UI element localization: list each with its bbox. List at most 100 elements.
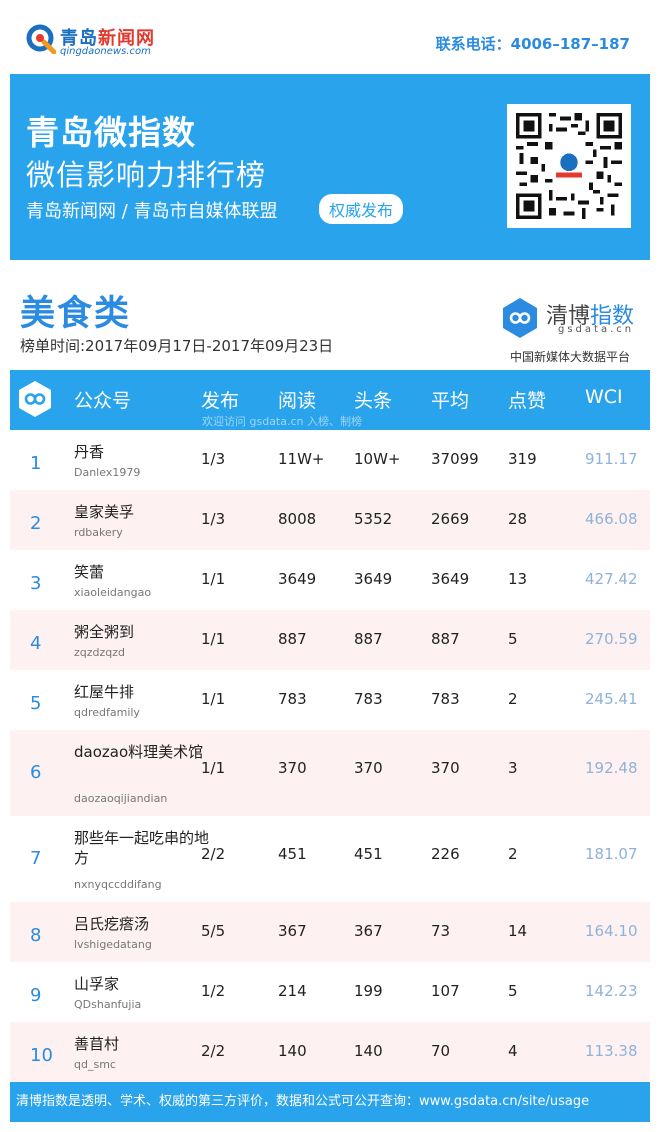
site-logo[interactable]: 青岛新闻网 qingdaonews.com [26, 22, 176, 62]
row-rank: 7 [30, 848, 42, 869]
row-account-name: 善苜村 [74, 1035, 120, 1053]
gsdata-brand[interactable]: 清博指数 gsdata.cn 中国新媒体大数据平台 [500, 296, 650, 366]
table-row[interactable]: 2 皇家美孚 rdbakery 1/3 8008 5352 2669 28 46… [10, 490, 650, 550]
row-likes: 5 [508, 982, 518, 1000]
table-row[interactable]: 1 丹香 Danlex1979 1/3 11W+ 10W+ 37099 319 … [10, 430, 650, 490]
row-account-id: rdbakery [74, 526, 123, 539]
row-publish: 2/2 [201, 845, 226, 863]
table-row[interactable]: 5 红屋牛排 qdredfamily 1/1 783 783 783 2 245… [10, 670, 650, 730]
row-top: 367 [354, 922, 383, 940]
logo-title: 青岛新闻网 [60, 28, 155, 49]
row-account-id: daozaoqijiandian [74, 792, 168, 805]
col-header-read: 阅读 [278, 390, 317, 412]
brand-domain: gsdata.cn [558, 324, 635, 335]
row-rank: 6 [30, 762, 42, 783]
table-row[interactable]: 8 吕氏疙瘩汤 lvshigedatang 5/5 367 367 73 14 … [10, 902, 650, 962]
brand-slogan: 中国新媒体大数据平台 [510, 350, 631, 364]
row-account-name: 丹香 [74, 443, 105, 461]
row-publish: 1/1 [201, 759, 226, 777]
row-top: 10W+ [354, 450, 401, 468]
col-header-top: 头条 [354, 390, 393, 412]
row-account-id: Danlex1979 [74, 466, 141, 479]
row-wci: 427.42 [585, 570, 638, 588]
top-bar: 青岛新闻网 qingdaonews.com 联系电话：4006–187–187 [0, 0, 660, 72]
brand-name: 清博指数 [546, 304, 635, 329]
row-likes: 319 [508, 450, 537, 468]
row-account-id: qdredfamily [74, 706, 140, 719]
row-wci: 270.59 [585, 630, 638, 648]
table-row[interactable]: 4 粥全粥到 zqzdzqzd 1/1 887 887 887 5 270.59 [10, 610, 650, 670]
table-header: 公众号 发布 阅读 头条 平均 点赞 WCI 欢迎访问 gsdata.cn 入榜… [10, 370, 650, 430]
row-wci: 181.07 [585, 845, 638, 863]
row-account-id: xiaoleidangao [74, 586, 152, 599]
row-top: 5352 [354, 510, 393, 528]
row-avg: 37099 [431, 450, 479, 468]
banner-subtitle: 微信影响力排行榜 [26, 158, 267, 192]
row-avg: 226 [431, 845, 460, 863]
row-publish: 2/2 [201, 1042, 226, 1060]
table-row[interactable]: 7 那些年一起吃串的地方 nxnyqccddifang 2/2 451 451 … [10, 816, 650, 902]
row-account-name: 红屋牛排 [74, 683, 135, 701]
row-publish: 1/3 [201, 510, 226, 528]
row-read: 140 [278, 1042, 307, 1060]
row-publish: 1/1 [201, 630, 226, 648]
table-watermark: 欢迎访问 gsdata.cn 入榜、制榜 [202, 415, 362, 428]
gsdata-logo-icon [503, 298, 537, 338]
row-account-id: zqzdzqzd [74, 646, 126, 659]
table-row[interactable]: 10 善苜村 qd_smc 2/2 140 140 70 4 113.38 [10, 1022, 650, 1082]
row-account-name: 那些年一起吃串的地方 [74, 829, 210, 867]
row-wci: 192.48 [585, 759, 638, 777]
row-account-id: qd_smc [74, 1058, 116, 1071]
row-rank: 8 [30, 925, 42, 946]
row-likes: 14 [508, 922, 528, 940]
row-wci: 911.17 [585, 450, 638, 468]
row-likes: 28 [508, 510, 528, 528]
row-publish: 1/1 [201, 570, 226, 588]
col-header-likes: 点赞 [508, 390, 547, 412]
row-likes: 2 [508, 690, 518, 708]
row-avg: 70 [431, 1042, 451, 1060]
row-wci: 466.08 [585, 510, 638, 528]
row-wci: 245.41 [585, 690, 638, 708]
row-read: 451 [278, 845, 307, 863]
gsdata-hex-icon [19, 381, 51, 417]
row-top: 140 [354, 1042, 383, 1060]
row-rank: 4 [30, 633, 42, 654]
col-header-account: 公众号 [74, 390, 132, 412]
row-top: 3649 [354, 570, 393, 588]
row-account-name: 山孚家 [74, 975, 120, 993]
row-account-name: 粥全粥到 [74, 623, 135, 641]
row-avg: 107 [431, 982, 460, 1000]
banner: 青岛微指数 微信影响力排行榜 青岛新闻网 / 青岛市自媒体联盟 权威发布 [10, 74, 650, 260]
row-publish: 1/1 [201, 690, 226, 708]
row-rank: 1 [30, 453, 42, 474]
logo-domain: qingdaonews.com [60, 46, 151, 57]
banner-title: 青岛微指数 [26, 113, 196, 152]
table-row[interactable]: 6 daozao料理美术馆 daozaoqijiandian 1/1 370 3… [10, 730, 650, 816]
row-avg: 783 [431, 690, 460, 708]
row-avg: 73 [431, 922, 451, 940]
category-title: 美食类 [20, 294, 132, 334]
row-rank: 2 [30, 513, 42, 534]
row-rank: 3 [30, 573, 42, 594]
row-rank: 10 [30, 1045, 53, 1066]
table-row[interactable]: 9 山孚家 QDshanfujia 1/2 214 199 107 5 142.… [10, 962, 650, 1022]
row-read: 11W+ [278, 450, 325, 468]
row-publish: 5/5 [201, 922, 226, 940]
row-rank: 9 [30, 985, 42, 1006]
qr-code-icon [516, 113, 622, 219]
hotline-phone: 联系电话：4006–187–187 [435, 35, 630, 53]
row-likes: 13 [508, 570, 528, 588]
row-avg: 3649 [431, 570, 470, 588]
row-read: 214 [278, 982, 307, 1000]
table-row[interactable]: 3 笑蕾 xiaoleidangao 1/1 3649 3649 3649 13… [10, 550, 650, 610]
row-publish: 1/3 [201, 450, 226, 468]
row-top: 783 [354, 690, 383, 708]
col-header-wci: WCI [585, 386, 623, 408]
row-account-id: lvshigedatang [74, 938, 152, 951]
row-account-name: daozao料理美术馆 [74, 743, 204, 761]
row-account-name: 皇家美孚 [74, 503, 135, 521]
row-read: 3649 [278, 570, 317, 588]
row-top: 370 [354, 759, 383, 777]
row-read: 367 [278, 922, 307, 940]
